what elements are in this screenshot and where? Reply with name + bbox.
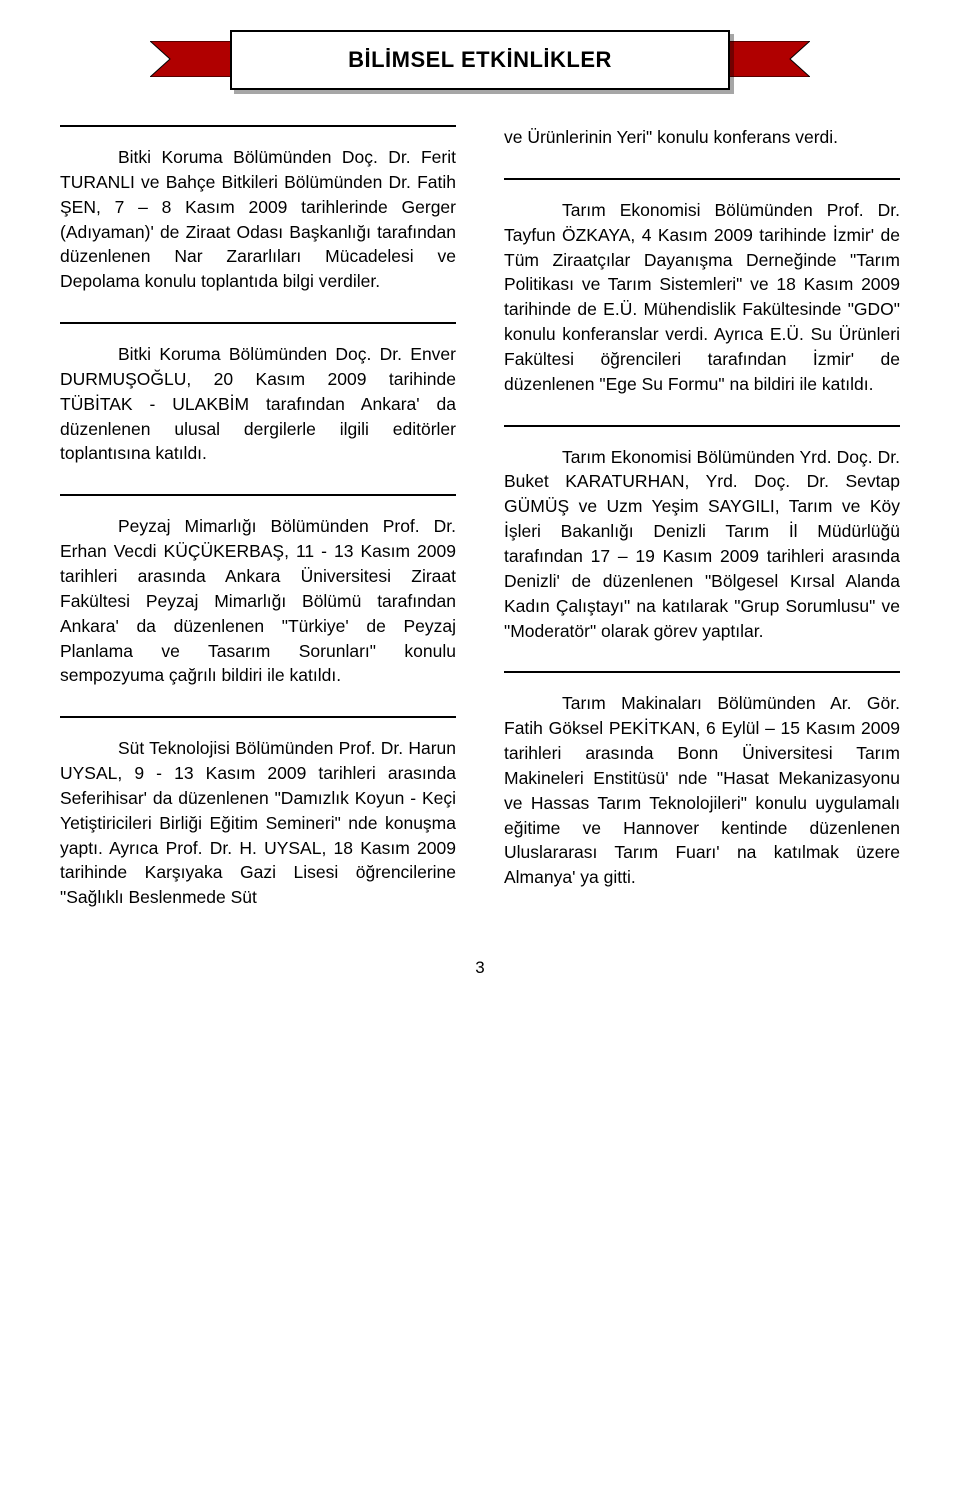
header-banner: BİLİMSEL ETKİNLİKLER bbox=[160, 30, 800, 90]
ribbon-left-svg bbox=[150, 41, 240, 77]
content-columns: Bitki Koruma Bölümünden Doç. Dr. Ferit T… bbox=[60, 125, 900, 938]
title-box: BİLİMSEL ETKİNLİKLER bbox=[230, 30, 730, 90]
page-title: BİLİMSEL ETKİNLİKLER bbox=[348, 47, 612, 73]
entry-paragraph: Tarım Ekonomisi Bölümünden Yrd. Doç. Dr.… bbox=[504, 445, 900, 644]
entry-paragraph: Peyzaj Mimarlığı Bölümünden Prof. Dr. Er… bbox=[60, 514, 456, 688]
entry-paragraph: Bitki Koruma Bölümünden Doç. Dr. Enver D… bbox=[60, 342, 456, 466]
entry-separator bbox=[60, 322, 456, 324]
entry-separator bbox=[60, 716, 456, 718]
entry-paragraph: ve Ürünlerinin Yeri" konulu konferans ve… bbox=[504, 125, 900, 150]
left-column: Bitki Koruma Bölümünden Doç. Dr. Ferit T… bbox=[60, 125, 456, 938]
entry-paragraph: Süt Teknolojisi Bölümünden Prof. Dr. Har… bbox=[60, 736, 456, 910]
right-column: ve Ürünlerinin Yeri" konulu konferans ve… bbox=[504, 125, 900, 938]
entry-paragraph: Tarım Makinaları Bölümünden Ar. Gör. Fat… bbox=[504, 691, 900, 890]
entry-paragraph: Bitki Koruma Bölümünden Doç. Dr. Ferit T… bbox=[60, 145, 456, 294]
entry-separator bbox=[504, 178, 900, 180]
entry-separator bbox=[60, 125, 456, 127]
ribbon-right-icon bbox=[720, 41, 810, 77]
entry-separator bbox=[60, 494, 456, 496]
entry-paragraph: Tarım Ekonomisi Bölümünden Prof. Dr. Tay… bbox=[504, 198, 900, 397]
ribbon-left-icon bbox=[150, 41, 240, 77]
ribbon-right-svg bbox=[720, 41, 810, 77]
entry-separator bbox=[504, 425, 900, 427]
page-number: 3 bbox=[60, 958, 900, 978]
entry-separator bbox=[504, 671, 900, 673]
